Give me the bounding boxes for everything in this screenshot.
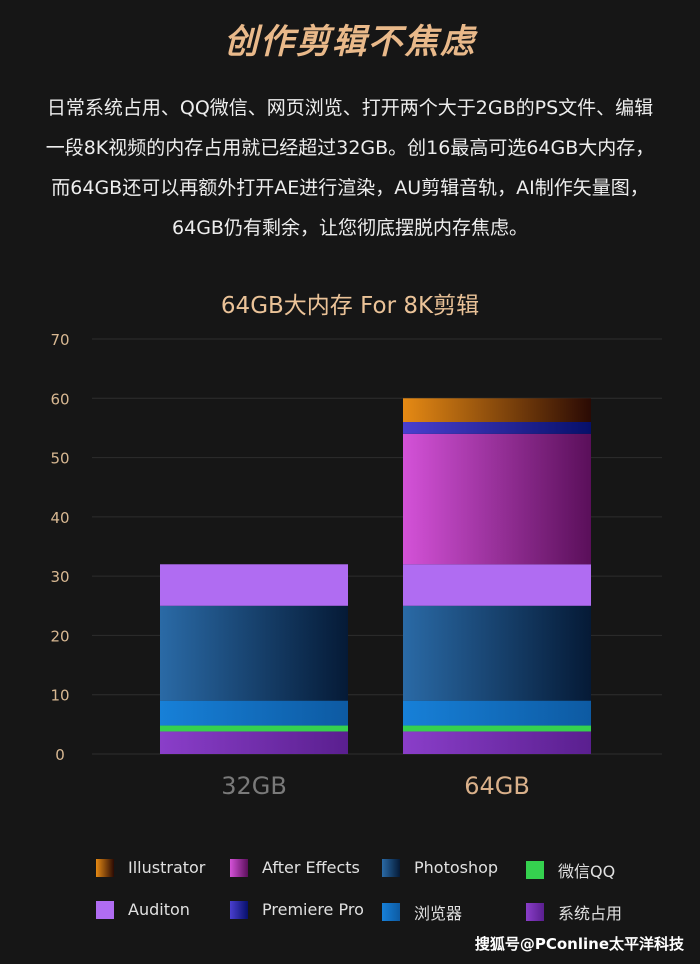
legend-swatch (230, 900, 248, 919)
bar-segment (403, 398, 591, 422)
y-tick-label: 30 (50, 568, 69, 586)
legend-label: After Effects (262, 858, 360, 877)
description-line: 一段8K视频的内存占用就已经超过32GB。创16最高可选64GB大内存， (45, 137, 655, 159)
legend-swatch (382, 903, 400, 921)
x-category-label: 32GB (221, 772, 287, 800)
x-category-label: 64GB (464, 772, 530, 800)
bar-segment (160, 731, 348, 754)
legend-swatch (526, 861, 544, 879)
bar-segment (160, 700, 348, 726)
y-tick-label: 50 (50, 450, 69, 468)
bar-segment (160, 564, 348, 606)
chart-title: 64GB大内存 For 8K剪辑 (220, 293, 480, 319)
legend-label: Photoshop (414, 858, 499, 877)
legend-item: Premiere Pro (230, 900, 364, 919)
bar-segment (403, 564, 591, 606)
legend-item: Illustrator (96, 858, 205, 877)
watermark-text: 搜狐号@PConline太平洋科技 (474, 935, 684, 953)
bar-segment (160, 605, 348, 701)
legend-label: Auditon (128, 900, 190, 919)
legend-label: 微信QQ (558, 862, 616, 881)
legend-label: 浏览器 (414, 904, 463, 923)
legend-swatch (96, 858, 114, 877)
legend-swatch (96, 900, 114, 919)
legend-swatch (526, 903, 544, 921)
legend-item: 微信QQ (526, 858, 615, 882)
legend-item: Photoshop (382, 858, 498, 877)
bar-segment (403, 700, 591, 726)
description-line: 日常系统占用、QQ微信、网页浏览、打开两个大于2GB的PS文件、编辑 (46, 97, 654, 119)
legend-label: Premiere Pro (262, 900, 364, 919)
legend-label: 系统占用 (558, 904, 623, 923)
bar-segment (160, 725, 348, 732)
legend-item: After Effects (230, 858, 360, 877)
description-paragraph: 日常系统占用、QQ微信、网页浏览、打开两个大于2GB的PS文件、编辑 一段8K视… (20, 88, 680, 248)
legend-item: 系统占用 (526, 900, 622, 924)
y-tick-label: 20 (50, 627, 69, 645)
legend-swatch (230, 858, 248, 877)
y-tick-label: 0 (55, 746, 65, 764)
bar-segment (403, 433, 591, 565)
y-tick-label: 40 (50, 509, 69, 527)
y-tick-label: 60 (50, 390, 69, 408)
legend-label: Illustrator (128, 858, 206, 877)
bar-segment (403, 605, 591, 701)
legend-item: Auditon (96, 900, 190, 919)
description-line: 而64GB还可以再额外打开AE进行渲染，AU剪辑音轨，AI制作矢量图， (51, 177, 649, 199)
bar-segment (403, 731, 591, 754)
y-tick-label: 10 (50, 687, 69, 705)
y-tick-label: 70 (50, 331, 69, 349)
legend-swatch (382, 858, 400, 877)
bar-segment (403, 725, 591, 732)
legend-item: 浏览器 (382, 900, 462, 924)
description-line: 64GB仍有剩余，让您彻底摆脱内存焦虑。 (172, 217, 528, 239)
stacked-bar-chart: 0 10 20 30 40 50 60 70 32GB 64GB (50, 331, 662, 800)
bar-segment (403, 422, 591, 434)
page-title: 创作剪辑不焦虑 (224, 22, 476, 62)
